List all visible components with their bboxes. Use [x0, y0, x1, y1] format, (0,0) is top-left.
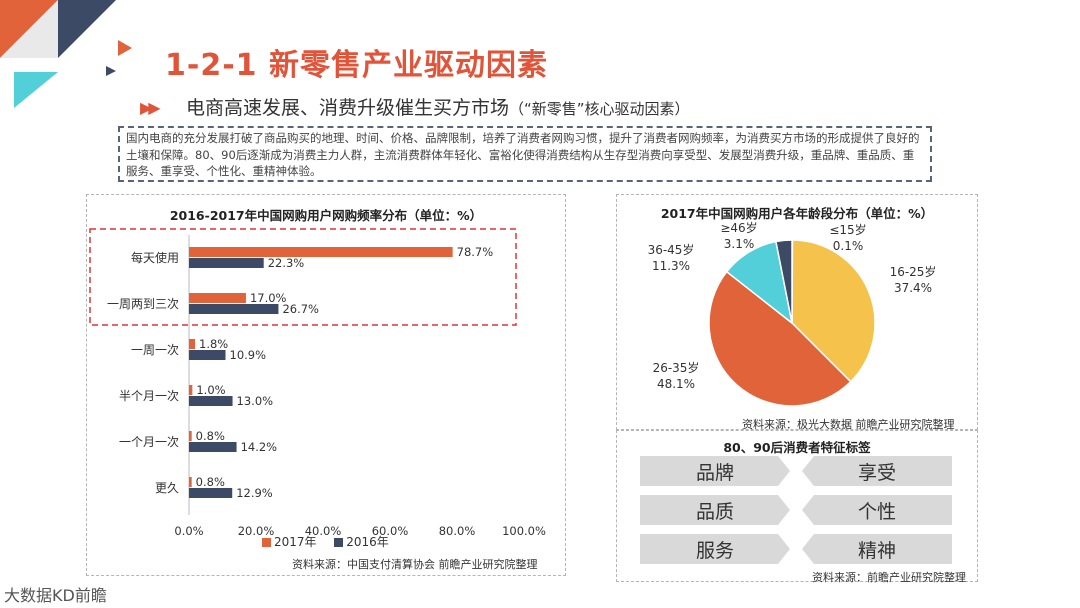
page-title: 1-2-1 新零售产业驱动因素 — [165, 48, 548, 83]
bar-2016 — [189, 488, 233, 498]
subtitle-main: 电商高速发展、消费升级催生买方市场 — [186, 97, 510, 119]
bar-category-label: 一周一次 — [131, 343, 179, 357]
bar-x-tick-label: 20.0% — [238, 524, 275, 538]
pie-slice — [775, 239, 793, 324]
bar-data-label: 26.7% — [282, 302, 319, 316]
pie-value-label: 48.1% — [657, 377, 695, 391]
bar-data-label: 1.0% — [196, 383, 225, 397]
pie-slice — [791, 239, 876, 383]
bar-2016 — [189, 442, 237, 452]
highlight-box — [89, 228, 517, 326]
pie-value-label: 11.3% — [652, 259, 690, 273]
bar-data-label: 0.8% — [196, 475, 225, 489]
legend-swatch-2016 — [334, 538, 344, 547]
pie-slice-label: ≤15岁 — [829, 222, 866, 237]
tag-spirit: 精神 — [802, 534, 952, 564]
pie-chart-panel — [616, 194, 978, 430]
bar-data-label: 12.9% — [236, 486, 273, 500]
bar-category-label: 半个月一次 — [119, 389, 179, 403]
bar-chart-source: 资料来源：中国支付清算协会 前瞻产业研究院整理 — [292, 558, 538, 571]
pie-slice-label: 26-35岁 — [653, 360, 700, 375]
bar-chart: 每天使用 78.7%22.3%一周两到三次 17.0%26.7%一周一次 1.8%10… — [89, 228, 546, 538]
bar-data-label: 17.0% — [250, 291, 287, 305]
tags-panel — [616, 430, 978, 582]
bar-category-label: 每天使用 — [131, 250, 179, 265]
bar-2017 — [189, 385, 193, 395]
bar-category-label: 更久 — [155, 481, 179, 495]
bar-2016 — [189, 304, 279, 314]
bar-x-tick-label: 60.0% — [372, 524, 409, 538]
bar-2017 — [189, 431, 192, 441]
bar-x-tick-label: 0.0% — [174, 524, 203, 538]
tag-enjoyment: 享受 — [802, 456, 952, 486]
bar-data-label: 0.8% — [196, 429, 225, 443]
legend-swatch-2017 — [262, 538, 271, 547]
bar-x-tick-label: 80.0% — [439, 524, 476, 538]
bar-2017 — [189, 293, 246, 303]
corner-decoration — [0, 0, 132, 108]
pie-value-label: 3.1% — [724, 237, 755, 251]
bar-category-label: 一个月一次 — [119, 435, 179, 449]
bar-chart-title: 2016-2017年中国网购用户网购频率分布（单位：%） — [169, 208, 483, 223]
pie-slice-label: 36-45岁 — [648, 242, 695, 257]
tag-quality: 品质 — [640, 495, 790, 525]
tag-personality: 个性 — [802, 495, 952, 525]
pie-chart-title: 2017年中国网购用户各年龄段分布（单位：%） — [660, 206, 934, 221]
tag-service: 服务 — [640, 534, 790, 564]
bar-data-label: 1.8% — [199, 337, 228, 351]
pie-chart-source: 资料来源：极光大数据 前瞻产业研究院整理 — [742, 418, 955, 431]
bar-2016 — [189, 350, 226, 360]
bar-2017 — [189, 339, 196, 349]
bar-2016 — [189, 258, 264, 268]
legend-label-2017: 2017年 — [274, 535, 317, 549]
bar-data-label: 22.3% — [268, 256, 305, 270]
bar-data-label: 10.9% — [230, 348, 267, 362]
tag-brand: 品牌 — [640, 456, 790, 486]
tags-panel-source: 资料来源：前瞻产业研究院整理 — [812, 571, 966, 584]
bar-chart-panel — [86, 194, 566, 576]
pie-value-label: 0.1% — [833, 239, 864, 253]
pie-slice-label: ≥46岁 — [720, 220, 757, 235]
bar-x-tick-label: 100.0% — [502, 524, 546, 538]
bar-data-label: 13.0% — [237, 394, 274, 408]
watermark: 大数据KD前瞻 — [4, 586, 107, 605]
pie-slice — [708, 270, 852, 407]
bar-chart-legend: 2017年 2016年 — [262, 533, 389, 550]
bar-category-label: 一周两到三次 — [107, 297, 179, 311]
intro-text: 国内电商的充分发展打破了商品购买的地理、时间、价格、品牌限制，培养了消费者网购习… — [118, 126, 932, 182]
pie-chart: ≤15岁 0.1% 16-25岁 37.4% 26-35岁 48.1% 36-45岁 11.3… — [648, 220, 937, 407]
legend-label-2016: 2016年 — [346, 535, 389, 549]
pie-value-label: 37.4% — [894, 281, 932, 295]
bar-data-label: 14.2% — [241, 440, 278, 454]
subtitle-note: （“新零售”核心驱动因素） — [509, 100, 690, 118]
tags-panel-title: 80、90后消费者特征标签 — [723, 440, 871, 455]
pie-slice-label: 16-25岁 — [890, 264, 937, 279]
bar-2017 — [189, 477, 192, 487]
subtitle-arrow-icon: ▶▶ — [140, 98, 161, 117]
page-subtitle: 电商高速发展、消费升级催生买方市场（“新零售”核心驱动因素） — [186, 93, 690, 120]
bar-x-tick-label: 40.0% — [305, 524, 342, 538]
bar-data-label: 78.7% — [457, 245, 494, 259]
bar-2017 — [189, 247, 453, 257]
bar-2016 — [189, 396, 233, 406]
